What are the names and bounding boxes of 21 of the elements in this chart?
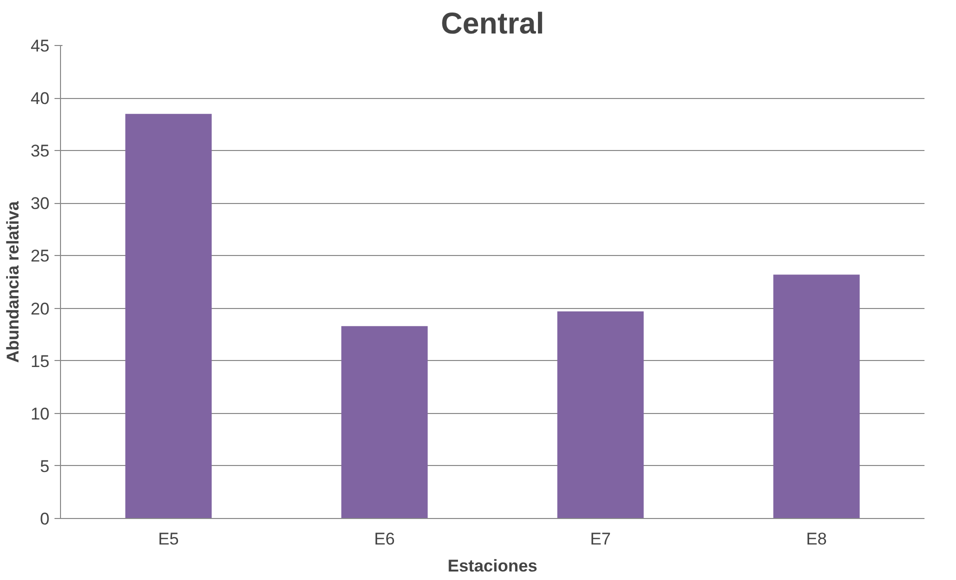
y-tick-label: 0 [40,510,50,528]
y-tick-label: 10 [30,404,50,424]
x-axis-title: Estaciones [448,556,538,576]
y-tick-label: 5 [40,456,50,476]
bar [125,114,212,518]
y-tick-label: 15 [30,352,50,371]
x-tick-label: E6 [374,530,395,548]
x-tick-label: E5 [158,530,179,548]
chart-title: Central [440,8,544,40]
bar [773,274,860,518]
bar [341,326,428,518]
x-tick-label: E8 [806,530,827,548]
y-tick-label: 30 [30,194,50,214]
y-axis-title: Abundancia relativa [4,200,23,363]
y-tick-label: 20 [30,299,50,318]
y-tick-label: 35 [30,142,50,161]
x-tick-label: E7 [590,530,611,548]
y-tick-label: 40 [30,89,50,108]
y-tick-label: 25 [30,246,50,266]
bar [557,311,644,518]
y-tick-label: 45 [30,36,50,56]
